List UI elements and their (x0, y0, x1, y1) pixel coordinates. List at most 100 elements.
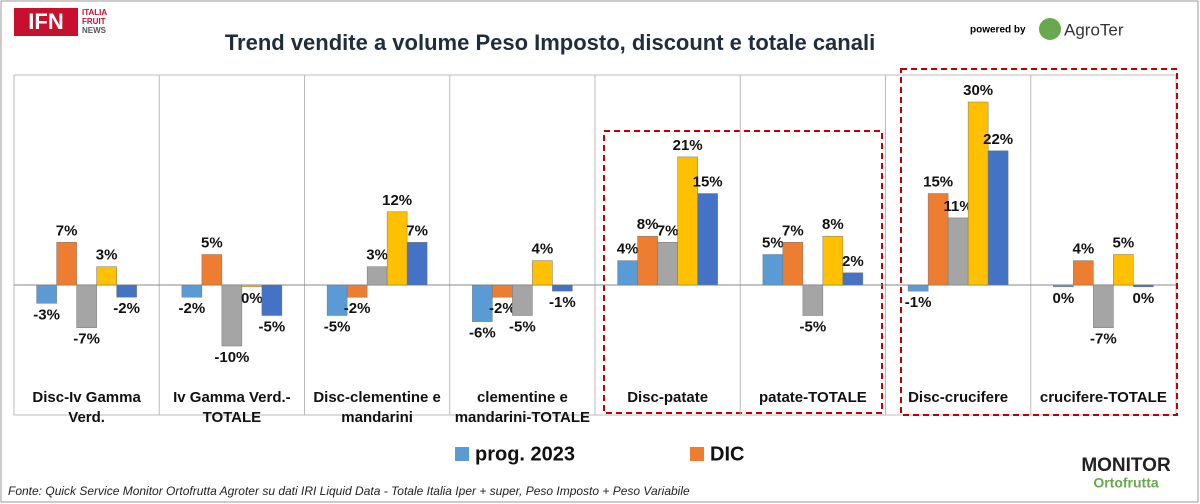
bar (657, 242, 678, 286)
data-label: 21% (673, 137, 703, 154)
data-label: 2% (842, 253, 864, 270)
bar (36, 284, 57, 304)
partner-icon (1039, 18, 1061, 40)
bar (1053, 284, 1074, 288)
bar (56, 242, 77, 286)
data-label: -10% (214, 349, 249, 366)
legend-swatch (690, 447, 704, 461)
data-label: 7% (56, 222, 78, 239)
bar (617, 260, 638, 286)
data-label: -2% (113, 300, 140, 317)
data-label: 7% (782, 222, 804, 239)
bar (532, 260, 553, 286)
bar (181, 284, 203, 298)
x-tick-label: crucifere-TOTALE (1039, 389, 1167, 406)
logo-box (14, 8, 78, 36)
data-label: -7% (73, 331, 100, 348)
bar (552, 284, 573, 292)
data-label: -5% (259, 318, 286, 335)
data-label: 5% (1113, 234, 1135, 251)
bar (366, 266, 388, 286)
monitor-logo: MONITOR (1081, 455, 1171, 476)
data-label: 8% (822, 216, 844, 233)
data-label: 30% (963, 82, 993, 99)
data-label: 22% (983, 131, 1013, 148)
source: Fonte: Quick Service Monitor Ortofrutta … (8, 484, 690, 498)
x-tick-label: clementine e mandarini-TOTALE (454, 389, 591, 426)
highlight-box (900, 68, 1178, 416)
x-tick-label: Disc-patate (627, 389, 709, 406)
data-label: -2% (179, 300, 206, 317)
data-label: -5% (800, 318, 827, 335)
data-label: 5% (201, 234, 223, 251)
bar (261, 284, 283, 316)
data-label: -5% (509, 318, 536, 335)
bar (1113, 254, 1134, 286)
legend-swatch (455, 447, 469, 461)
data-label: 11% (944, 198, 973, 215)
data-label: -3% (33, 306, 60, 323)
x-tick-label: Iv Gamma Verd.-TOTALE (173, 389, 291, 426)
bar (697, 193, 718, 286)
bar (907, 284, 929, 292)
logo: IFN (28, 9, 63, 34)
bar (1073, 260, 1094, 286)
data-label: 4% (617, 241, 639, 258)
data-label: 8% (637, 216, 659, 233)
data-label: -6% (469, 325, 496, 342)
data-label: 3% (366, 247, 388, 264)
data-label: -5% (324, 318, 351, 335)
data-label: 7% (406, 222, 428, 239)
bar (967, 101, 989, 286)
logo-sub: ITALIA (82, 8, 107, 17)
bar (987, 150, 1009, 286)
data-label: -2% (344, 300, 371, 317)
x-tick-label: patate-TOTALE (758, 389, 867, 406)
data-label: -7% (1090, 331, 1117, 348)
data-label: 5% (762, 234, 784, 251)
data-label: 0% (241, 290, 263, 307)
bar (802, 284, 824, 316)
bar (241, 284, 263, 288)
legend-label: DIC (710, 443, 744, 465)
bar (842, 272, 864, 286)
bar (96, 266, 117, 286)
data-label: -1% (549, 294, 576, 311)
legend-label: prog. 2023 (475, 443, 575, 465)
monitor-sub: Ortofrutta (1093, 475, 1159, 491)
bar (1093, 284, 1114, 328)
bar (76, 284, 97, 328)
data-label: 3% (96, 247, 118, 264)
bar (637, 235, 658, 286)
data-label: 7% (657, 222, 679, 239)
bar (346, 284, 368, 298)
bar (947, 217, 969, 286)
powered-by: powered by (970, 25, 1026, 36)
bar (512, 284, 533, 316)
x-tick-label: Disc-clementine e mandarini (313, 389, 441, 426)
data-label: 12% (382, 192, 412, 209)
bar (472, 284, 493, 322)
bar (492, 284, 513, 298)
bar (406, 242, 428, 286)
data-label: 4% (1073, 241, 1095, 258)
bar (782, 242, 804, 286)
logo-sub: NEWS (82, 26, 107, 35)
data-label: 0% (1053, 290, 1075, 307)
bar (822, 235, 844, 286)
bar (386, 211, 408, 286)
x-tick-label: Disc-Iv Gamma Verd. (32, 389, 141, 426)
bar (1133, 284, 1154, 288)
partner: AgroTer (1064, 20, 1124, 39)
data-label: 0% (1133, 290, 1155, 307)
bar (762, 254, 784, 286)
chart-title: Trend vendite a volume Peso Imposto, dis… (225, 30, 875, 55)
data-label: -2% (489, 300, 516, 317)
bar (221, 284, 243, 347)
logo-sub: FRUIT (82, 17, 106, 26)
x-tick-label: Disc-crucifere (908, 389, 1009, 406)
bar (326, 284, 348, 316)
